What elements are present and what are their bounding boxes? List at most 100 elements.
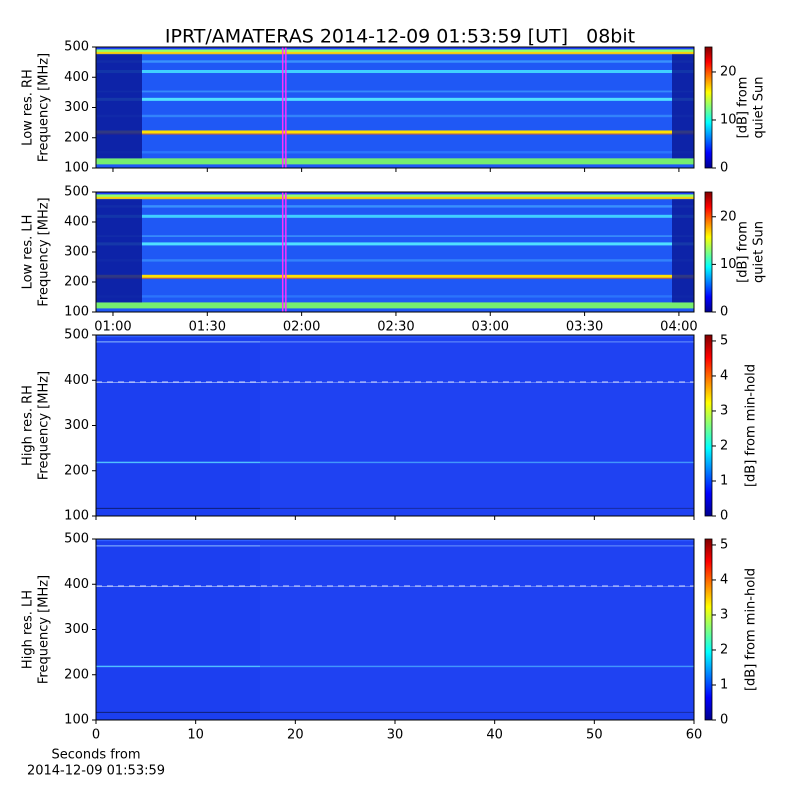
- y-tick-label: 100: [64, 713, 89, 728]
- colorbar-tick-label: 5: [720, 333, 728, 348]
- colorbar-tick-label: 3: [720, 403, 728, 418]
- colorbar-label: [dB] from: [736, 77, 751, 139]
- spectrogram-band: [96, 295, 694, 298]
- spectrogram-band: [96, 242, 694, 246]
- y-tick-label: 400: [64, 373, 89, 388]
- spectrogram-band: [96, 133, 694, 135]
- colorbar-label: [dB] from: [736, 221, 751, 283]
- y-tick-label: 100: [64, 161, 89, 176]
- x-tick-label: 50: [586, 728, 603, 743]
- x-tick-label: 60: [686, 728, 703, 743]
- colorbar-label: [dB] from min-hold: [744, 568, 759, 691]
- spectrogram-edge: [672, 199, 694, 303]
- x-tick-label: 30: [387, 728, 404, 743]
- spectrogram-band: [96, 151, 694, 154]
- spectrogram-band: [96, 114, 694, 118]
- y-tick-label: 500: [64, 328, 89, 343]
- spectrogram-band: [96, 49, 694, 54]
- colorbar-tick-label: 3: [720, 607, 728, 622]
- y-axis-label: Frequency [MHz]: [37, 197, 52, 306]
- colorbar-tick-label: 1: [720, 473, 728, 488]
- y-tick-label: 400: [64, 215, 89, 230]
- colorbar-tick-label: 1: [720, 677, 728, 692]
- spectrogram-background: [96, 539, 694, 720]
- colorbar-tick-label: 2: [720, 642, 728, 657]
- spectrogram-band: [96, 235, 694, 237]
- y-tick-label: 300: [64, 418, 89, 433]
- y-axis-label: Frequency [MHz]: [37, 371, 52, 480]
- spectrogram-band: [96, 302, 694, 309]
- y-tick-label: 200: [64, 667, 89, 682]
- y-tick-label: 300: [64, 100, 89, 115]
- colorbar-tick-label: 10: [720, 112, 737, 127]
- y-tick-label: 100: [64, 305, 89, 320]
- x-tick-label: 02:00: [283, 320, 320, 335]
- colorbar-label: quiet Sun: [752, 221, 767, 283]
- spectrogram-band: [96, 665, 694, 668]
- y-tick-label: 300: [64, 622, 89, 637]
- x-tick-label: 40: [486, 728, 503, 743]
- x-tick-label: 03:30: [566, 320, 603, 335]
- spectrogram-band: [96, 69, 694, 74]
- colorbar-tick-label: 5: [720, 537, 728, 552]
- spectrogram-edge: [672, 54, 694, 159]
- colorbar-tick-label: 4: [720, 572, 728, 587]
- spectrogram-edge: [96, 54, 142, 159]
- spectrogram-band: [96, 545, 694, 547]
- y-axis-label: Low res. LH: [21, 215, 36, 290]
- colorbar: [704, 538, 713, 721]
- spectrogram-band: [96, 194, 694, 198]
- colorbar-tick-label: 2: [720, 438, 728, 453]
- x-tick-label: 03:00: [472, 320, 509, 335]
- x-tick-label: 01:30: [189, 320, 226, 335]
- spectrogram-background: [96, 192, 694, 312]
- spectrogram-band: [96, 539, 694, 542]
- colorbar: [704, 46, 713, 169]
- colorbar-tick-label: 20: [720, 64, 737, 79]
- colorbar-tick-label: 0: [720, 305, 728, 320]
- spectrogram-band: [96, 711, 694, 713]
- spectrogram-segment: [260, 539, 694, 720]
- colorbar-tick-label: 10: [720, 257, 737, 272]
- y-tick-label: 500: [64, 185, 89, 200]
- x-tick-label: 02:30: [377, 320, 414, 335]
- y-tick-label: 500: [64, 40, 89, 55]
- y-axis-label: High res. LH: [21, 590, 36, 669]
- colorbar-tick-label: 20: [720, 209, 737, 224]
- spectrogram-background: [96, 47, 694, 168]
- spectrogram-band: [96, 97, 694, 101]
- spectrogram-band: [96, 60, 694, 63]
- spectrogram-band: [96, 192, 694, 195]
- y-tick-label: 500: [64, 532, 89, 547]
- y-axis-label: Frequency [MHz]: [37, 575, 52, 684]
- colorbar-label: [dB] from min-hold: [744, 364, 759, 487]
- spectrogram-band: [96, 158, 694, 165]
- colorbar-label: quiet Sun: [752, 76, 767, 138]
- spectrogram-band: [96, 461, 694, 464]
- spectrogram-edge: [96, 199, 142, 303]
- y-tick-label: 200: [64, 275, 89, 290]
- chart-title: IPRT/AMATERAS 2014-12-09 01:53:59 [UT] 0…: [165, 26, 635, 48]
- y-tick-label: 100: [64, 509, 89, 524]
- colorbar: [704, 334, 713, 517]
- spectrogram-band: [96, 196, 694, 200]
- x-tick-label: 0: [92, 728, 100, 743]
- y-tick-label: 200: [64, 130, 89, 145]
- colorbar-tick-label: 0: [720, 509, 728, 524]
- spectrogram-band: [96, 341, 694, 343]
- spectrogram-segment: [260, 335, 694, 516]
- spectrogram-band: [96, 277, 694, 279]
- spectrogram-band: [96, 51, 694, 55]
- x-axis-label: Seconds from: [51, 748, 140, 763]
- x-tick-label: 10: [187, 728, 204, 743]
- spectrogram-band: [96, 214, 694, 218]
- x-axis-label: 2014-12-09 01:53:59: [27, 764, 165, 779]
- colorbar-tick-label: 0: [720, 161, 728, 176]
- spectrogram-band: [96, 259, 694, 262]
- y-tick-label: 300: [64, 245, 89, 260]
- x-tick-label: 20: [287, 728, 304, 743]
- y-axis-label: Low res. RH: [21, 69, 36, 146]
- y-tick-label: 400: [64, 70, 89, 85]
- y-tick-label: 400: [64, 577, 89, 592]
